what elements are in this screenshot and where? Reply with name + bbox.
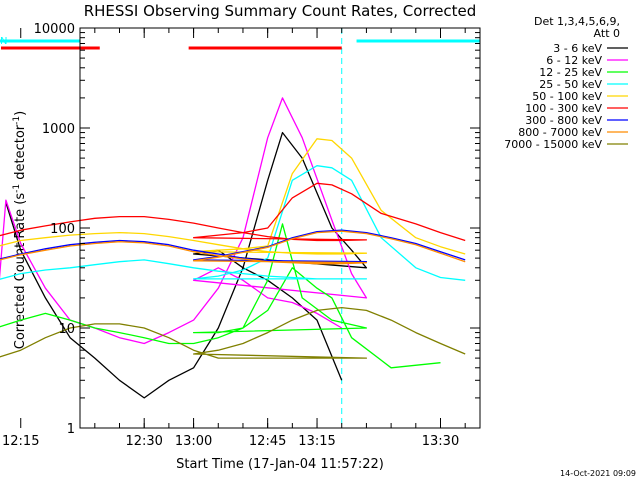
ylabel-sup1: -1 <box>12 184 22 193</box>
legend-label: 12 - 25 keV <box>539 66 602 79</box>
legend-label: 7000 - 15000 keV <box>504 138 602 151</box>
x-tick-label: 13:15 <box>298 434 335 449</box>
chart-title: RHESSI Observing Summary Count Rates, Co… <box>84 2 477 20</box>
y-tick-label: 100 <box>50 222 75 237</box>
legend-header-line2: Att 0 <box>594 27 620 40</box>
y-tick-label: 10000 <box>34 22 75 37</box>
legend-label: 6 - 12 keV <box>546 54 602 67</box>
ylabel-end: ) <box>13 111 28 116</box>
x-tick-label: 12:45 <box>249 434 286 449</box>
legend-header-line1: Det 1,3,4,5,6,9, <box>534 15 620 28</box>
series-line-50-100-kev <box>0 138 466 255</box>
y-tick-label: 10 <box>58 322 75 337</box>
x-tick-label: 12:15 <box>2 434 39 449</box>
x-tick-label: 13:30 <box>422 434 459 449</box>
legend-label: 100 - 300 keV <box>525 102 602 115</box>
data-layer: FN <box>0 28 481 428</box>
ylabel-sup2: -1 <box>12 116 22 125</box>
x-tick-label: 13:00 <box>175 434 212 449</box>
series-line-3-6-kev <box>5 131 368 399</box>
series-line-7000-15000-kev <box>0 306 466 359</box>
series-line-6-12-kev <box>0 97 368 345</box>
x-tick-label: 12:30 <box>125 434 162 449</box>
series-line-100-300-kev <box>0 182 466 242</box>
ylabel-main: Corrected Count Rate (s <box>13 193 28 350</box>
series-line-25-50-kev <box>0 165 466 281</box>
y-tick-label: 1 <box>67 422 75 437</box>
series-line-800-7000-kev <box>0 230 466 265</box>
axes-layer: 11010010001000012:0012:1512:3012:4513:00… <box>2 22 481 449</box>
plot-frame <box>79 27 481 429</box>
ylabel-mid: detector <box>13 124 28 184</box>
legend-label: 800 - 7000 keV <box>518 126 602 139</box>
y-tick-label: 1000 <box>42 122 75 137</box>
legend-label: 300 - 800 keV <box>525 114 602 127</box>
legend-label: 3 - 6 keV <box>553 42 602 55</box>
legend-label: 50 - 100 keV <box>532 90 602 103</box>
footer-date: 14-Oct-2021 09:09 <box>560 469 636 478</box>
x-axis-label: Start Time (17-Jan-04 11:57:22) <box>176 457 384 472</box>
legend-label: 25 - 50 keV <box>539 78 602 91</box>
night-flag-label: N <box>0 36 7 47</box>
